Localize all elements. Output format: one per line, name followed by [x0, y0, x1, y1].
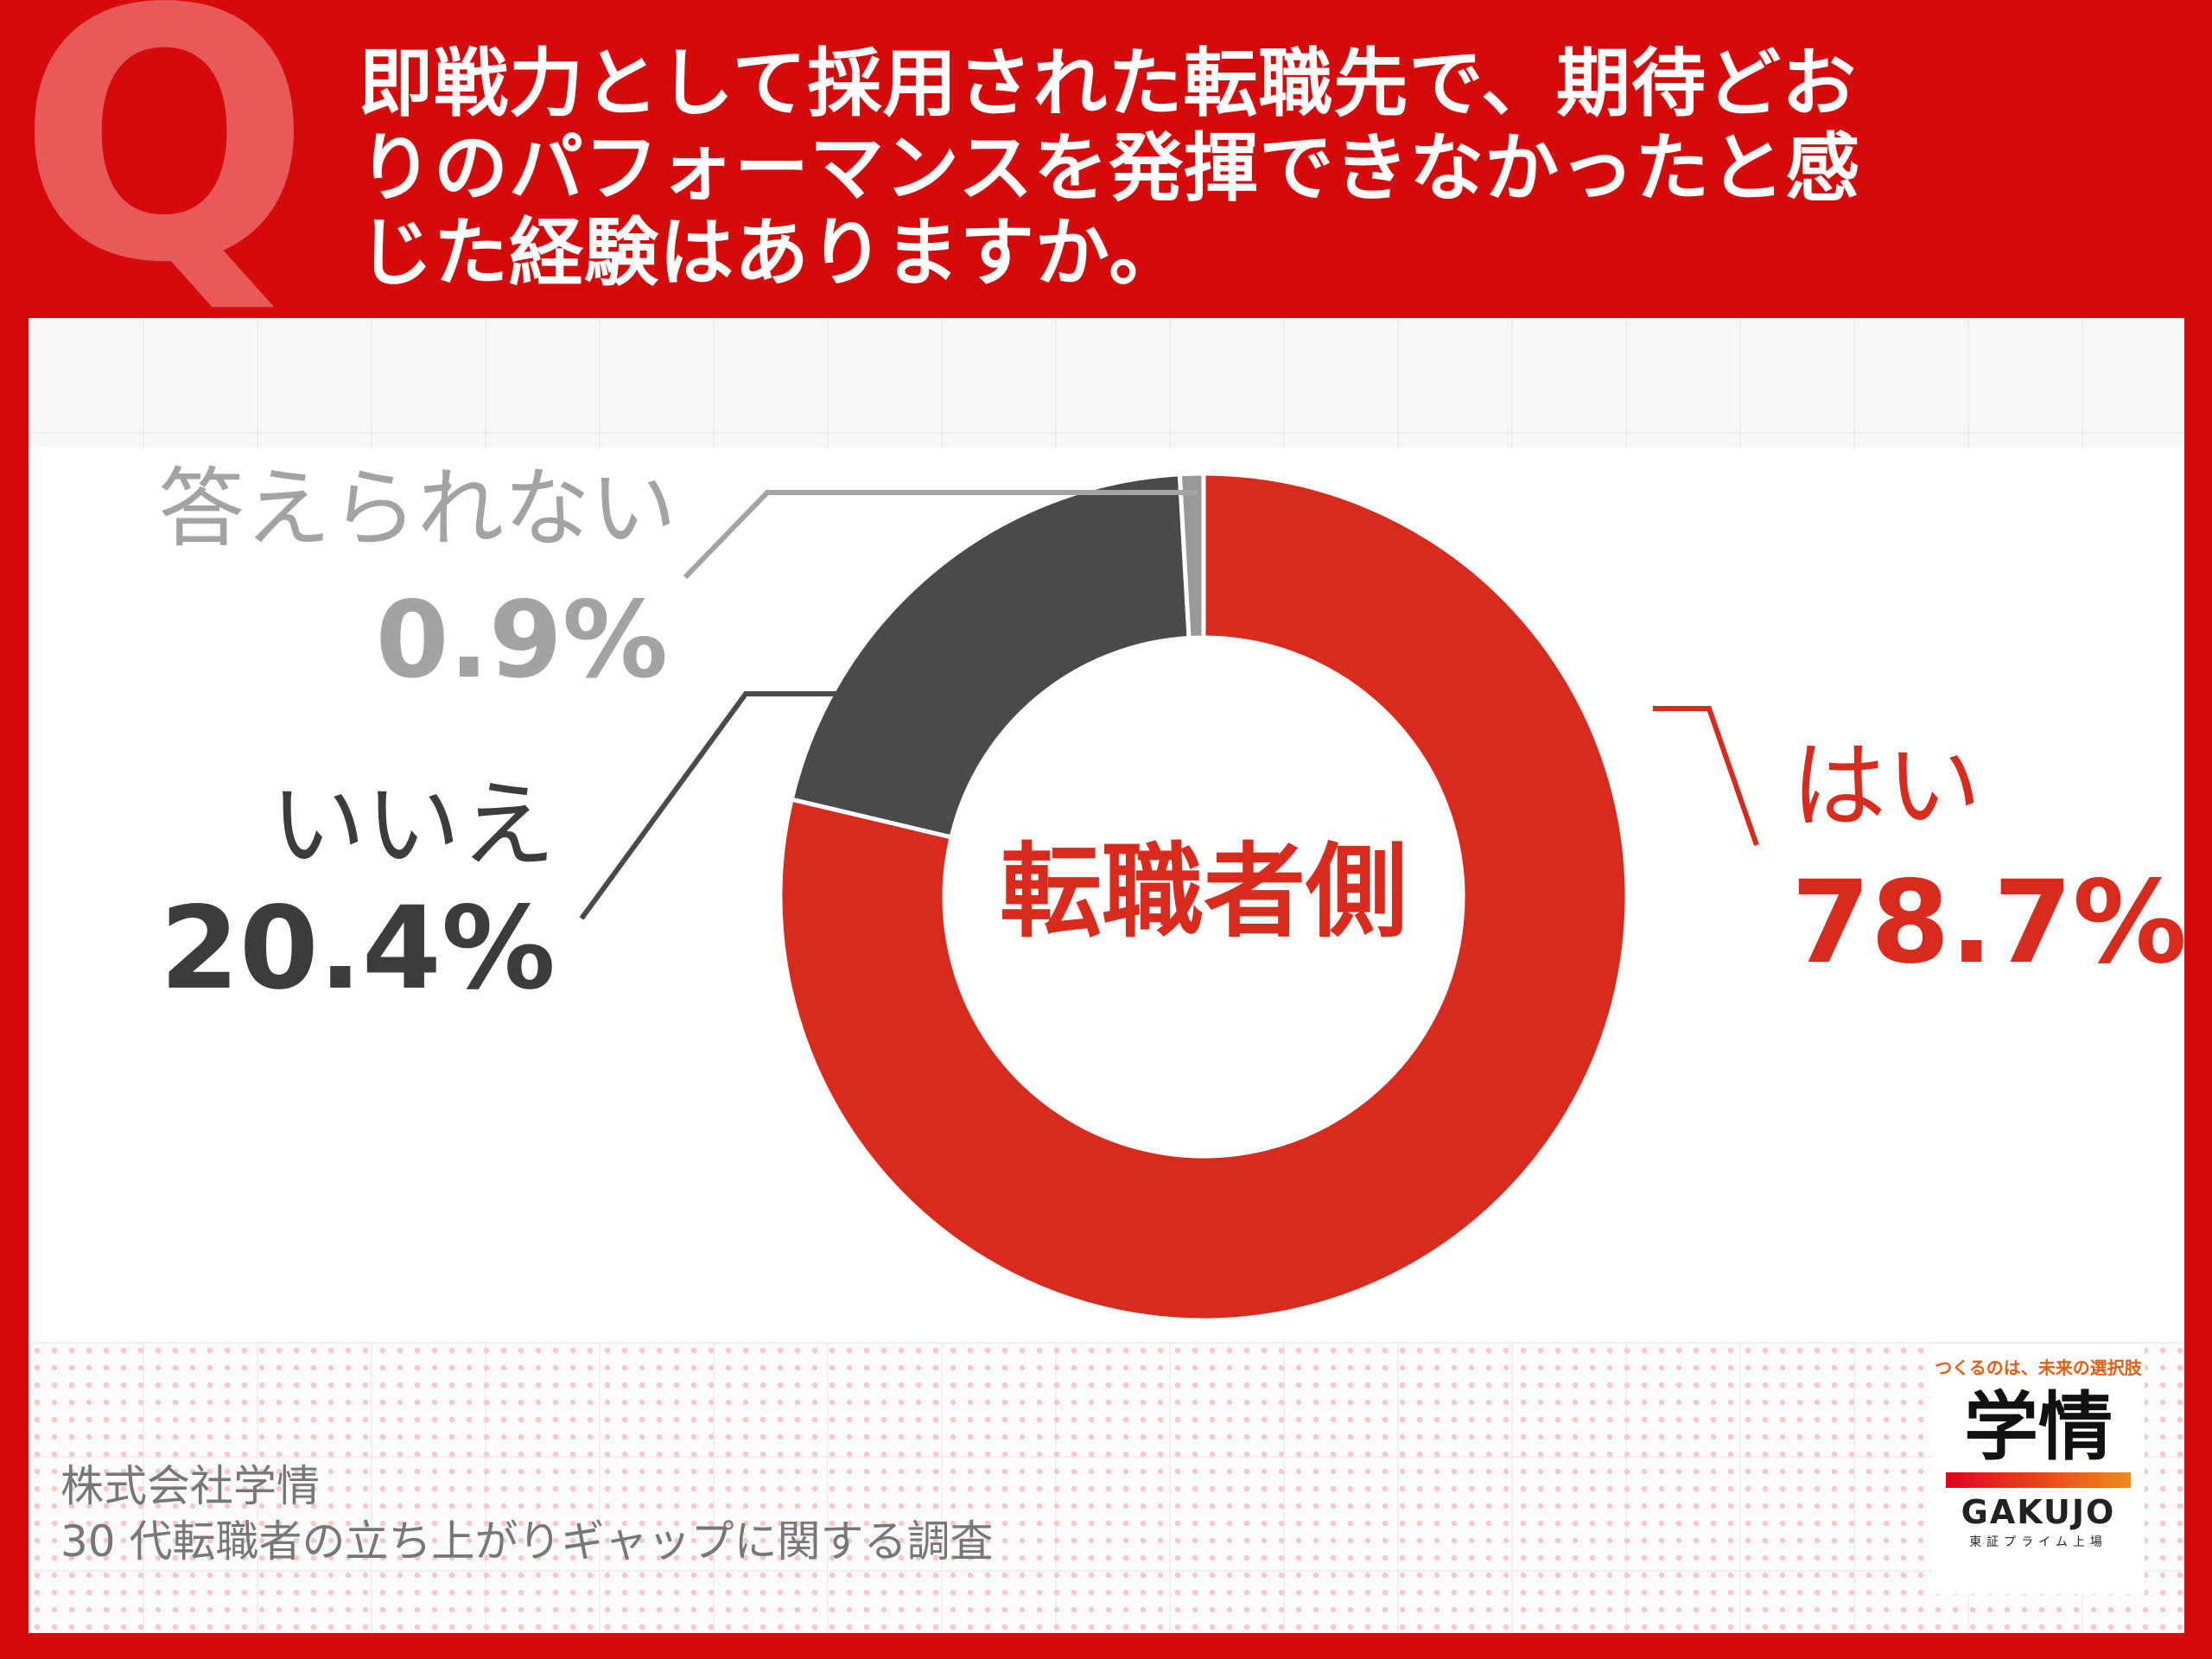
slice-label-na: 答えられない: [158, 458, 677, 559]
source-survey: 30 代転職者の立ち上がりギャップに関する調査: [60, 1516, 994, 1567]
slice-value-na: 0.9%: [376, 579, 668, 702]
leader-line-na: [683, 490, 1198, 580]
source-company: 株式会社学情: [60, 1461, 320, 1511]
slice-label-yes: はい: [1791, 731, 1981, 842]
grid-background: [29, 318, 2184, 448]
leader-line-yes: [1653, 706, 1759, 846]
question-line-2: りのパフォーマンスを発揮できなかったと感: [359, 125, 1861, 212]
leader-line-no: [579, 691, 841, 920]
slice-value-yes: 78.7%: [1791, 856, 2184, 989]
source-note: 株式会社学情 30 代転職者の立ち上がりギャップに関する調査: [60, 1459, 994, 1569]
slice-no: [789, 472, 1192, 840]
center-label: 転職者側: [1000, 832, 1408, 951]
q-mark: Q: [17, 0, 312, 339]
question-line-1: 即戦力として採用された転職先で、期待どお: [359, 41, 1857, 127]
donut-chart: 転職者側 はい 78.7% いいえ 20.4% 答えられない 0.9%: [158, 458, 2184, 1323]
logo-tagline: つくるのは、未来の選択肢: [1935, 1357, 2142, 1378]
logo-sub: 東証プライム上場: [1969, 1535, 2107, 1549]
slice-value-no: 20.4%: [160, 882, 556, 1015]
question-line-3: じた経験はありますか。: [359, 210, 1185, 296]
slices-group: [778, 471, 1630, 1323]
question-title: 即戦力として採用された転職先で、期待どお りのパフォーマンスを発揮できなかったと…: [359, 41, 2182, 296]
logo-mark: 学情: [1964, 1384, 2113, 1471]
chart-panel: 転職者側 はい 78.7% いいえ 20.4% 答えられない 0.9% 株式会社…: [29, 318, 2184, 1633]
gakujo-logo: つくるのは、未来の選択肢 学情 GAKUJO 東証プライム上場: [1932, 1344, 2145, 1594]
slice-yes: [778, 471, 1630, 1323]
logo-gradient-bar: [1946, 1472, 2131, 1488]
slice-label-no: いいえ: [270, 770, 556, 880]
leader-lines-group: [579, 490, 1759, 920]
logo-name: GAKUJO: [1961, 1493, 2116, 1531]
dot-pattern-background: [29, 1342, 2184, 1633]
slice-na: [1177, 471, 1206, 641]
